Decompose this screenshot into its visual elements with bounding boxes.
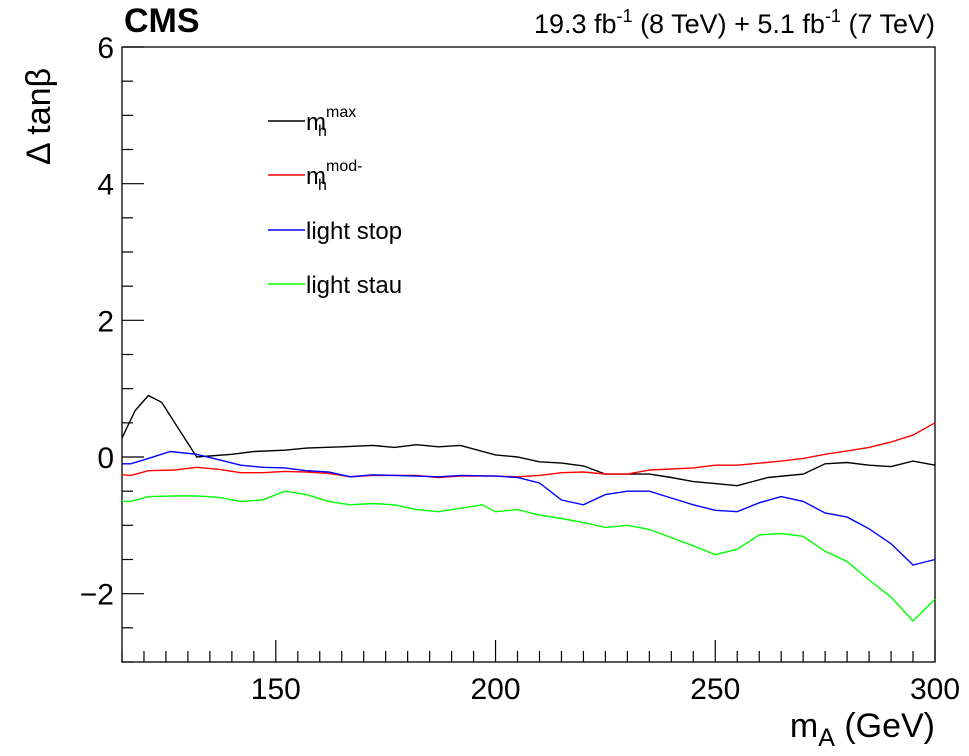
legend-label: light stau — [306, 272, 402, 299]
y-tick-label: 6 — [97, 32, 114, 65]
y-tick-label: 4 — [97, 169, 114, 202]
series-line-2 — [122, 450, 936, 566]
axis-ticks — [121, 46, 936, 663]
legend-label: mmod-h — [306, 158, 362, 194]
x-tick-label: 250 — [690, 673, 740, 706]
y-tick-label: 0 — [97, 442, 114, 475]
legend: mmax h mmod-h light stop light stau — [268, 104, 402, 299]
x-tick-label: 150 — [251, 673, 301, 706]
x-axis-title: mA (GeV) — [790, 707, 935, 752]
y-tick-label: −2 — [80, 579, 114, 612]
legend-entry-3: light stau — [268, 272, 402, 299]
y-axis-title: Δ tanβ — [20, 68, 58, 165]
legend-label: mmax h — [306, 104, 356, 140]
series-line-3 — [122, 490, 936, 623]
x-tick-label: 300 — [910, 673, 960, 706]
x-tick-label: 200 — [471, 673, 521, 706]
axis-tick-labels: 150 200 250 300 −2 0 2 4 6 — [80, 32, 960, 706]
legend-entry-0: mmax h — [268, 104, 356, 140]
legend-label: light stop — [306, 218, 402, 245]
legend-entry-1: mmod-h — [268, 158, 362, 194]
experiment-label: CMS — [124, 2, 200, 40]
luminosity-label: 19.3 fb-1 (8 TeV) + 5.1 fb-1 (7 TeV) — [534, 6, 935, 39]
y-tick-label: 2 — [97, 305, 114, 338]
series-line-0 — [121, 394, 936, 487]
legend-entry-2: light stop — [268, 218, 402, 245]
series-group — [121, 394, 936, 623]
